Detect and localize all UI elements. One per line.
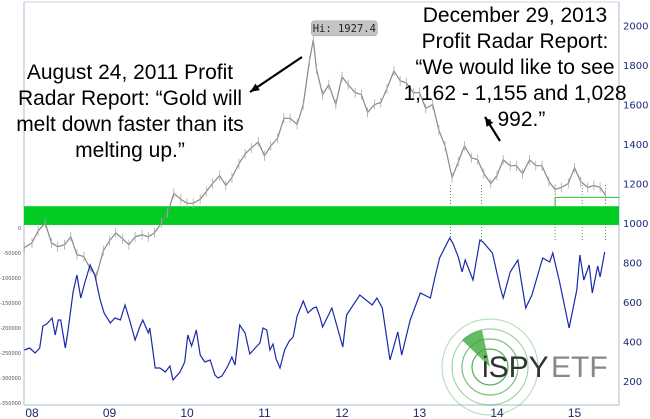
logo-radar-ring [461, 338, 519, 396]
x-tick-label: 10 [180, 406, 194, 419]
logo-radar-sweep [462, 330, 490, 367]
logo-text-ispy: iSPY [482, 351, 549, 384]
right-note-line: “We would like to see [415, 56, 615, 79]
high-label: Hi: 1927.4 [313, 23, 376, 35]
right-tick-label: 1800 [623, 61, 648, 72]
arrow-to-left-note [249, 56, 303, 93]
left-tick-label: -150000 [0, 301, 21, 307]
left-tick-label: -350000 [0, 401, 21, 407]
left-tick-label: -50000 [3, 251, 21, 257]
support-band [24, 206, 619, 225]
left-note-line: melting up.” [75, 139, 185, 162]
right-tick-label: 400 [623, 338, 642, 349]
right-tick-label: 1000 [623, 219, 648, 230]
target-box-outline [554, 196, 619, 207]
left-note-line: Radar Report: “Gold will [17, 87, 243, 110]
right-tick-label: 1400 [623, 140, 648, 151]
right-note-line: - 992.” [484, 108, 546, 131]
right-note-line: December 29, 2013 [422, 4, 608, 27]
logo-radar-ring [451, 328, 529, 406]
right-tick-label: 1200 [623, 180, 648, 191]
left-tick-label: -100000 [0, 276, 21, 282]
x-tick-label: 11 [258, 406, 271, 419]
left-note-line: melt down faster than its [16, 113, 244, 136]
right-tick-label: 200 [623, 377, 642, 388]
logo-radar-ring [441, 318, 539, 416]
x-tick-label: 15 [568, 406, 582, 419]
positioning-line [24, 236, 606, 382]
left-note-line: August 24, 2011 Profit [26, 61, 234, 84]
left-tick-label: -200000 [0, 326, 21, 332]
x-tick-label: 08 [25, 406, 39, 419]
logo-radar-ring [471, 348, 509, 386]
x-tick-label: 09 [103, 406, 117, 419]
x-tick-label: 14 [490, 406, 504, 419]
right-note-line: 1,162 - 1,155 and 1,028 [403, 82, 627, 105]
arrow-to-right-note-head [485, 117, 494, 127]
logo-text-etf: ETF [551, 351, 608, 384]
right-tick-label: 2000 [623, 22, 648, 33]
left-tick-label: -250000 [0, 351, 21, 357]
right-tick-label: 800 [623, 259, 642, 270]
right-tick-label: 600 [623, 298, 642, 309]
right-note-line: Profit Radar Report: [421, 30, 609, 53]
arrow-to-left-note-head [250, 83, 260, 92]
high-label-box [311, 20, 378, 37]
right-tick-label: 1600 [623, 101, 648, 112]
price-line [23, 39, 606, 278]
left-tick-label: 0 [18, 226, 21, 232]
x-tick-label: 13 [413, 406, 427, 419]
left-tick-label: -300000 [0, 376, 21, 382]
left-annotation: August 24, 2011 Profit Radar Report: “Go… [10, 60, 250, 164]
x-tick-label: 12 [335, 406, 349, 419]
right-annotation: December 29, 2013 Profit Radar Report: “… [400, 3, 630, 133]
